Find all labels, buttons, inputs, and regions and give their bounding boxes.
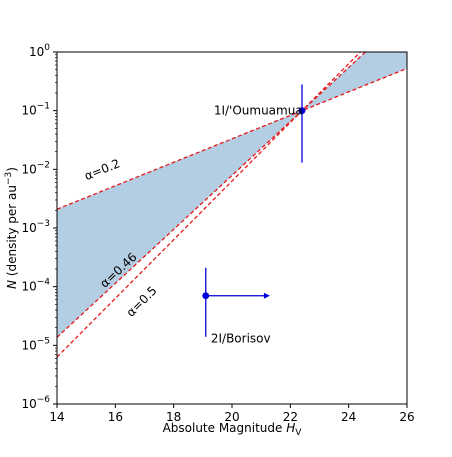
x-tick-label-0: 14: [49, 410, 64, 424]
limit-arrow-head-1: [263, 292, 270, 299]
labels-layer: α=0.2α=0.46α=0.51I/'Oumuamua2I/Borisov14…: [4, 43, 415, 438]
y-tick-label-4: 10−2: [21, 160, 50, 176]
point-label-1: 2I/Borisov: [211, 332, 271, 346]
alpha-line-0: [57, 67, 407, 210]
y-axis-label: N (density per au−3): [4, 167, 19, 289]
y-tick-label-3: 10−3: [21, 219, 50, 235]
data-point-1: [202, 292, 210, 300]
point-label-0: 1I/'Oumuamua: [214, 104, 303, 118]
x-tick-label-1: 16: [108, 410, 123, 424]
y-tick-label-6: 100: [29, 43, 50, 59]
x-tick-label-6: 26: [399, 410, 414, 424]
x-tick-label-5: 24: [341, 410, 356, 424]
y-tick-label-2: 10−4: [21, 278, 50, 294]
axes-layer: [53, 51, 408, 408]
x-tick-label-2: 18: [166, 410, 181, 424]
alpha-line-2: [57, 52, 362, 358]
alpha-line-1: [57, 52, 367, 338]
y-tick-label-0: 10−6: [21, 395, 50, 411]
x-axis-label: Absolute Magnitude HV: [163, 421, 303, 438]
x-tick-label-3: 20: [224, 410, 239, 424]
shaded-region: [57, 52, 407, 338]
y-tick-label-5: 10−1: [21, 102, 50, 118]
y-tick-label-1: 10−5: [21, 336, 50, 352]
series-layer: [57, 52, 407, 358]
data-point-0: [298, 107, 306, 115]
points-layer: [202, 84, 306, 337]
x-tick-label-4: 22: [283, 410, 298, 424]
